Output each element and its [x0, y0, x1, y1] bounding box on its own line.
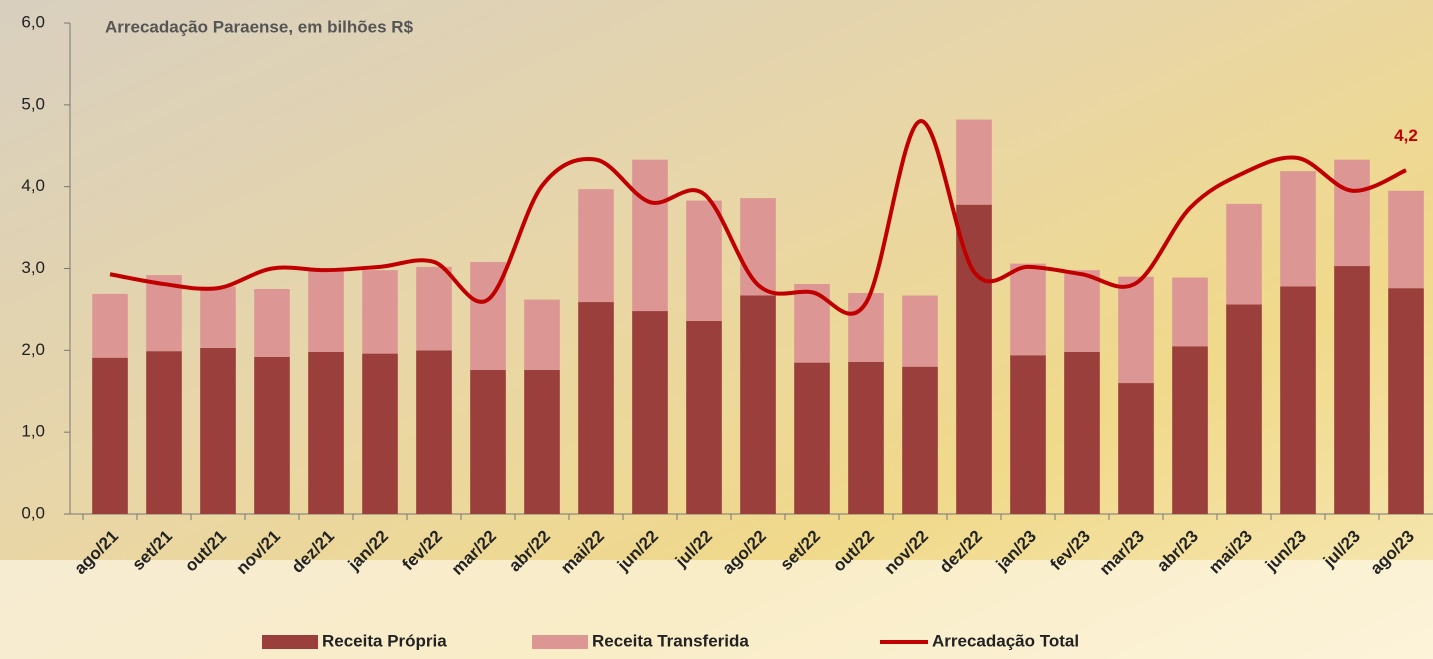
bar	[416, 266, 452, 351]
bar	[1064, 351, 1100, 514]
bar	[632, 159, 668, 312]
y-tick-label: 3,0	[21, 258, 45, 277]
bar	[92, 293, 128, 358]
legend-label: Receita Própria	[322, 631, 447, 650]
bar	[1334, 159, 1370, 267]
bar	[308, 351, 344, 514]
bar	[254, 356, 290, 514]
bar	[1172, 277, 1208, 347]
y-tick-label: 5,0	[21, 94, 45, 113]
bar	[1010, 263, 1046, 356]
bar	[1334, 266, 1370, 514]
bar	[1118, 383, 1154, 514]
bar	[794, 362, 830, 514]
line	[109, 119, 1407, 316]
bar	[470, 369, 506, 514]
bar	[578, 302, 614, 514]
bar	[1172, 346, 1208, 514]
legend-swatch	[532, 635, 588, 649]
legend-label: Arrecadação Total	[932, 631, 1079, 650]
bar	[1118, 276, 1154, 384]
bar	[1226, 304, 1262, 514]
bar	[524, 299, 560, 370]
bar	[1280, 171, 1316, 287]
chart-title: Arrecadação Paraense, em bilhões R$	[105, 17, 414, 36]
bar	[902, 295, 938, 367]
y-tick-label: 4,0	[21, 176, 45, 195]
bar	[1388, 288, 1424, 514]
bar	[632, 311, 668, 514]
bar	[92, 357, 128, 514]
y-tick-label: 6,0	[21, 12, 45, 31]
y-tick-label: 0,0	[21, 503, 45, 522]
data-label: 4,2	[1394, 126, 1418, 145]
legend-swatch	[262, 635, 318, 649]
bar	[956, 204, 992, 515]
bar	[146, 351, 182, 514]
bar	[740, 198, 776, 296]
bar	[686, 320, 722, 514]
bar	[200, 347, 236, 514]
bar	[578, 189, 614, 303]
bar	[902, 366, 938, 514]
bar	[794, 284, 830, 363]
y-tick-label: 1,0	[21, 422, 45, 441]
bar	[1010, 355, 1046, 514]
bar	[956, 119, 992, 205]
legend-label: Receita Transferida	[592, 631, 749, 650]
bar	[1064, 270, 1100, 352]
bar	[1226, 203, 1262, 305]
bar	[362, 353, 398, 514]
bar	[1388, 190, 1424, 289]
bar	[686, 200, 722, 321]
bar	[362, 270, 398, 354]
bar	[308, 270, 344, 352]
bar	[848, 361, 884, 514]
bar	[200, 286, 236, 348]
y-tick-label: 2,0	[21, 340, 45, 359]
bar	[740, 295, 776, 514]
legend-background	[0, 560, 1433, 659]
bar	[1280, 286, 1316, 514]
bar	[524, 369, 560, 514]
bar	[416, 350, 452, 514]
bar	[254, 288, 290, 357]
